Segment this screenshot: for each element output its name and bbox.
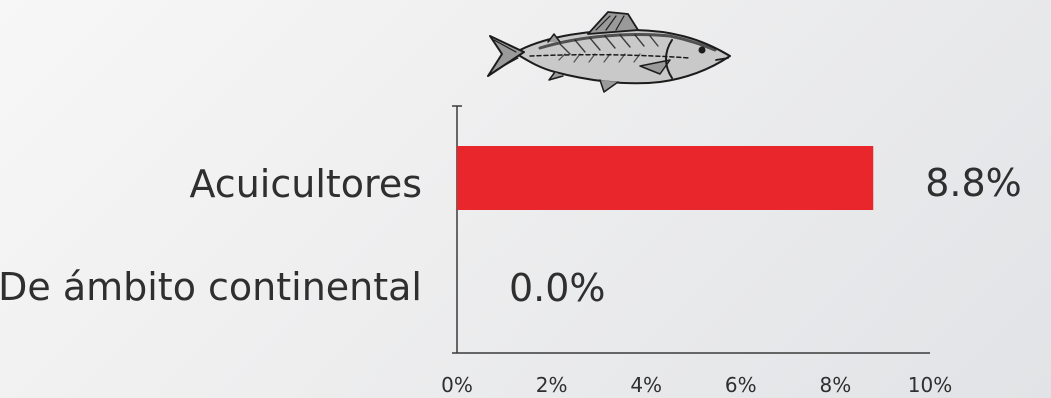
fish-icon [487,11,731,93]
x-tick-label: 0% [441,373,473,397]
x-tick-label: 4% [630,373,662,397]
x-axis-ticks: 0% 2% 4% 6% 8% 10% [441,373,952,397]
category-label-0: Acuicultores [189,162,422,206]
x-tick-label: 8% [820,373,852,397]
category-label-1: De ámbito continental [0,265,422,309]
data-label-de-ambito-continental: 0.0% [509,266,606,310]
x-tick-label: 2% [536,373,568,397]
bar-acuicultores [457,146,874,210]
x-tick-label: 10% [908,373,952,397]
data-label-acuicultores: 8.8% [925,161,1022,205]
x-tick-label: 6% [725,373,757,397]
